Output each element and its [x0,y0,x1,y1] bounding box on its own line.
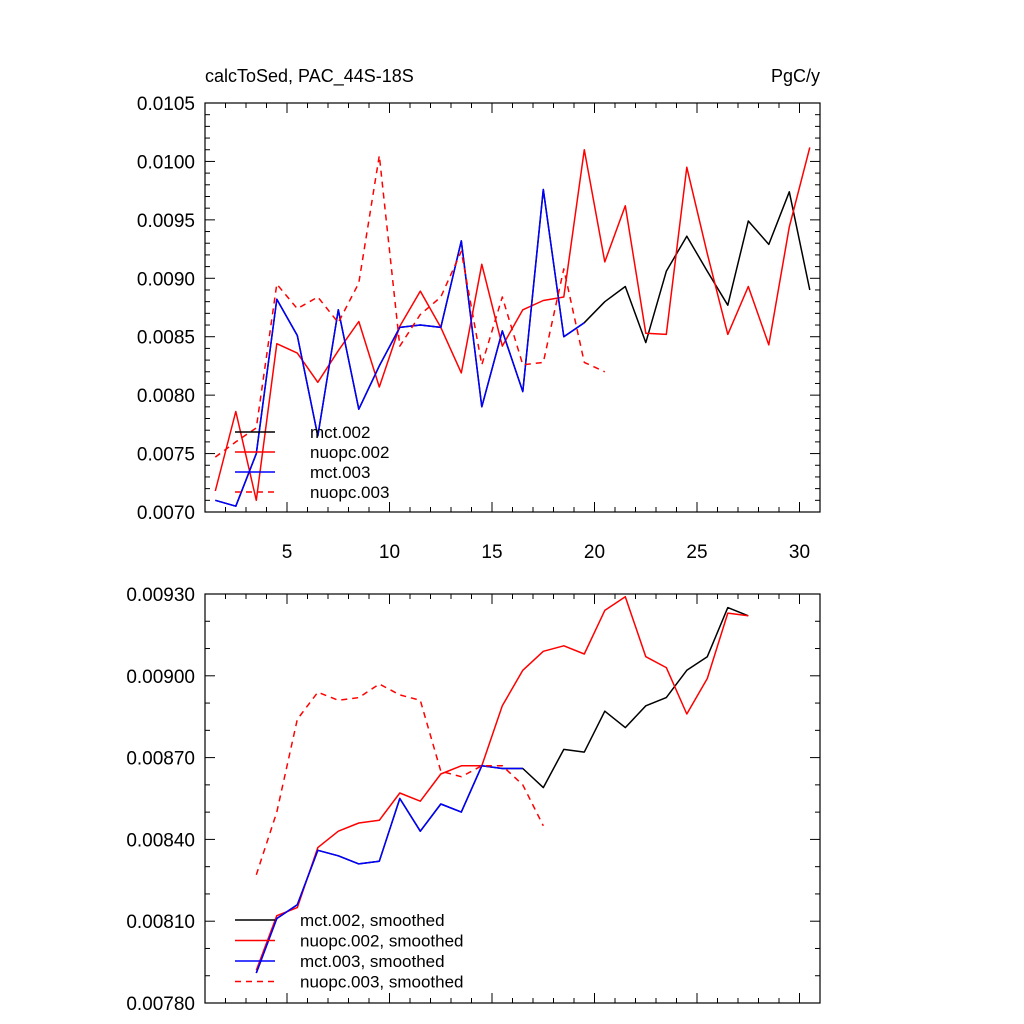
y-tick-label: 0.00870 [126,749,195,770]
legend-label: nuopc.003, smoothed [300,973,464,992]
y-tick-label: 0.0085 [137,328,195,349]
series-line-mct-003-smoothed [255,765,523,974]
x-tick-label: 20 [584,542,605,563]
x-tick-label: 10 [379,542,400,563]
series-line-nuopc-002 [214,147,811,502]
top-y-axis: 0.0070 0.0075 0.0080 0.0085 0.0090 0.0095 0.01… [137,94,820,524]
y-tick-label: 0.00930 [126,585,195,606]
bottom-series-group [255,595,749,974]
y-tick-label: 0.0075 [137,445,195,466]
legend-label: nuopc.003 [310,483,389,502]
bottom-x-axis [204,594,821,1003]
y-tick-label: 0.0100 [137,152,195,173]
y-tick-label: 0.00840 [126,830,195,851]
top-series-group [214,147,811,507]
y-tick-label: 0.00810 [126,912,195,933]
legend-label: mct.003, smoothed [300,952,445,971]
bottom-legend: mct.002, smoothed nuopc.002, smoothedmct.… [235,911,464,992]
series-line-nuopc-002-smoothed [255,595,749,971]
y-tick-label: 0.0070 [137,503,195,524]
x-tick-label: 25 [686,542,707,563]
series-line-nuopc-003 [214,154,606,458]
bottom-y-axis: 0.00780 0.00810 0.00840 0.00870 0.00900 0.009… [126,585,820,1015]
series-line-mct-003 [215,188,585,507]
legend-label: nuopc.002, smoothed [300,932,464,951]
legend-label: mct.003 [310,463,370,482]
y-tick-label: 0.0105 [137,94,195,115]
legend-label: mct.002 [310,423,370,442]
x-tick-label: 5 [282,542,293,563]
x-tick-label: 30 [789,542,810,563]
y-tick-label: 0.0080 [137,386,195,407]
chart-units: PgC/y [771,66,820,86]
bottom-chart-panel: 0.00780 0.00810 0.00840 0.00870 0.00900 0.009… [126,585,821,1015]
y-tick-label: 0.00900 [126,667,195,688]
legend-label: nuopc.002 [310,443,389,462]
top-x-axis: 5 10 15 20 25 30 [204,103,821,563]
legend-label: mct.002, smoothed [300,911,445,930]
y-tick-label: 0.0095 [137,211,195,232]
x-tick-label: 15 [481,542,502,563]
y-tick-label: 0.0090 [137,269,195,290]
y-tick-label: 0.00780 [126,994,195,1015]
top-chart-panel: calcToSed, PAC_44S-18S PgC/y 0.00700.007… [137,66,821,563]
chart-title: calcToSed, PAC_44S-18S [205,66,414,87]
